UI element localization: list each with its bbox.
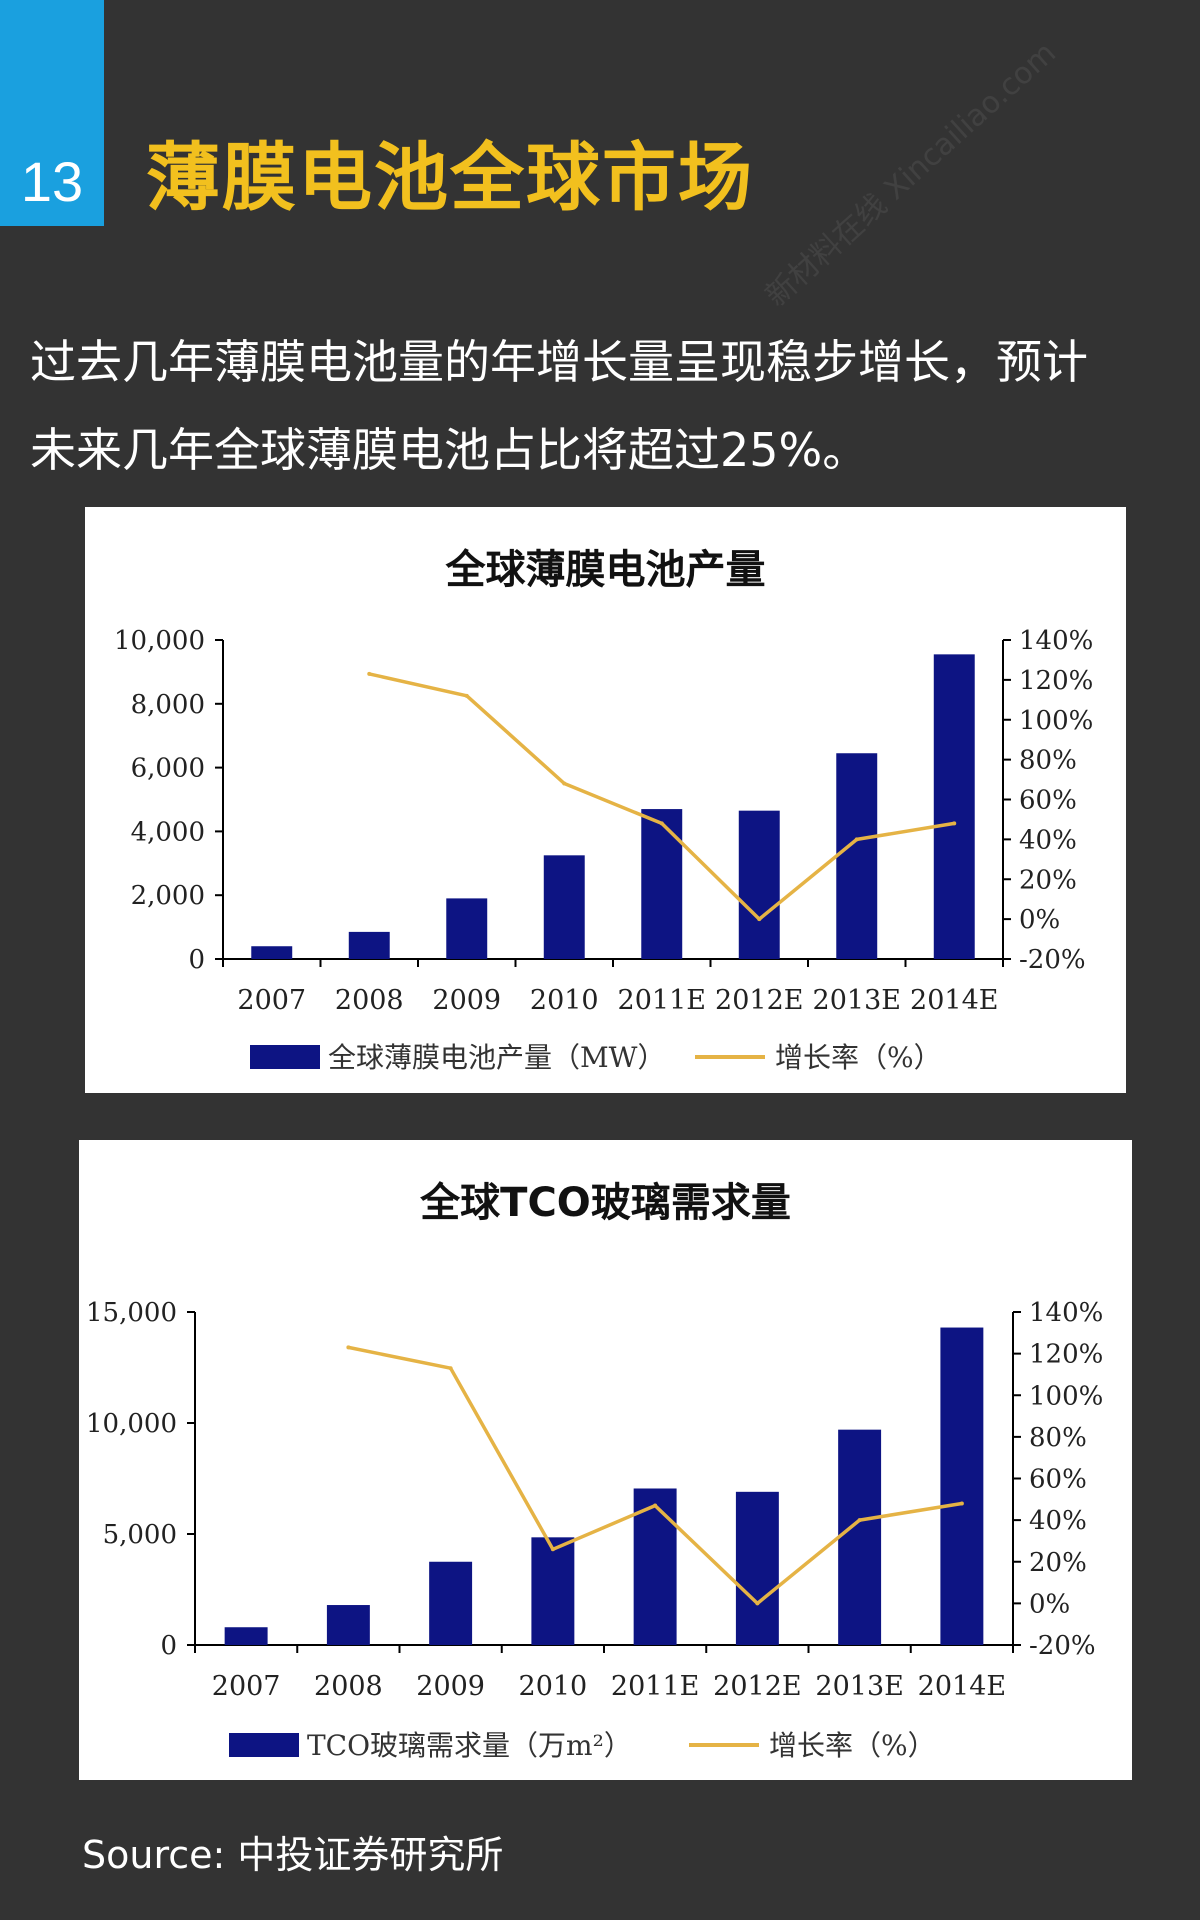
slide-number-badge: 13 [0, 0, 104, 226]
bar-2007 [251, 946, 293, 959]
right-tick-label: 40% [1019, 825, 1077, 855]
legend-line-label: 增长率（%） [769, 1729, 936, 1762]
bar-2010 [543, 855, 585, 959]
bar-2014E [940, 1327, 984, 1645]
x-tick-label: 2010 [530, 985, 599, 1016]
right-tick-label: 60% [1019, 786, 1077, 816]
watermark-en: Xincailiao.com [877, 35, 1063, 208]
bar-2008 [348, 931, 390, 959]
intro-line-1: 过去几年薄膜电池量的年增长量呈现稳步增长，预计 [30, 335, 1088, 389]
left-tick-label: 8,000 [131, 690, 205, 720]
legend-bar-label: TCO玻璃需求量（万m²） [307, 1729, 632, 1762]
bar-2013E [838, 1429, 882, 1645]
right-tick-label: 140% [1029, 1298, 1103, 1328]
growth-point-2011E [659, 821, 664, 826]
left-tick-label: 5,000 [103, 1520, 177, 1550]
chart-title: 全球TCO玻璃需求量 [420, 1180, 791, 1226]
chart-panel-thin-film-output: 全球薄膜电池产量 0 2,000 4,000 6,000 8,000 10,000 -20%… [85, 507, 1126, 1093]
right-tick-label: 20% [1019, 865, 1077, 895]
right-tick-label: 40% [1029, 1506, 1087, 1536]
right-tick-label: 120% [1029, 1340, 1103, 1370]
right-tick-label: 80% [1029, 1423, 1087, 1453]
bar-2011E [633, 1488, 677, 1645]
right-tick-label: 140% [1019, 626, 1093, 656]
right-tick-label: 20% [1029, 1548, 1087, 1578]
x-tick-label: 2007 [237, 985, 306, 1016]
x-tick-label: 2007 [212, 1671, 281, 1702]
intro-text: 过去几年薄膜电池量的年增长量呈现稳步增长，预计 未来几年全球薄膜电池占比将超过2… [30, 318, 1190, 494]
growth-point-2014E [959, 1501, 964, 1506]
left-tick-label: 10,000 [86, 1409, 177, 1439]
growth-point-2009 [464, 693, 469, 698]
right-tick-label: 0% [1019, 905, 1060, 935]
legend-line-label: 增长率（%） [775, 1041, 942, 1074]
page-title: 薄膜电池全球市场 [146, 135, 754, 221]
watermark-cn: 新材料在线 [759, 187, 894, 314]
bar-2014E [933, 654, 975, 959]
legend-bar-swatch [229, 1733, 299, 1757]
left-tick-label: 0 [160, 1631, 177, 1661]
growth-point-2012E [757, 917, 762, 922]
right-tick-label: 80% [1019, 746, 1077, 776]
bar-2011E [641, 809, 683, 959]
right-tick-label: 100% [1019, 706, 1093, 736]
source-value: 中投证券研究所 [237, 1833, 504, 1877]
growth-point-2008 [346, 1345, 351, 1350]
right-tick-label: 60% [1029, 1465, 1087, 1495]
growth-point-2012E [755, 1601, 760, 1606]
intro-line-2: 未来几年全球薄膜电池占比将超过25%。 [30, 423, 869, 477]
source-label: Source: [82, 1833, 226, 1877]
chart-panel-tco-glass-demand: 全球TCO玻璃需求量 0 5,000 10,000 15,000 -20% 0% 20% 40… [79, 1140, 1132, 1780]
source-note: Source: 中投证券研究所 [82, 1824, 503, 1879]
growth-point-2010 [550, 1547, 555, 1552]
bar-2012E [735, 1491, 779, 1645]
legend-bar-swatch [250, 1045, 320, 1069]
growth-point-2013E [854, 837, 859, 842]
left-tick-label: 2,000 [131, 881, 205, 911]
legend-bar-label: 全球薄膜电池产量（MW） [328, 1041, 665, 1074]
bar-2012E [738, 810, 780, 959]
growth-point-2008 [367, 671, 372, 676]
bar-2009 [429, 1561, 473, 1645]
chart-svg-tco-glass-demand: 0 5,000 10,000 15,000 -20% 0% 20% 40% 60% 80% 100%… [86, 1298, 1103, 1762]
x-tick-label: 2012E [713, 1671, 801, 1702]
growth-point-2013E [857, 1518, 862, 1523]
watermark: 新材料在线 Xincailiao.com [754, 29, 1064, 314]
x-tick-label: 2013E [813, 985, 901, 1016]
bar-2007 [224, 1627, 268, 1645]
bar-2013E [836, 753, 878, 959]
bar-2010 [531, 1537, 575, 1645]
growth-point-2011E [653, 1503, 658, 1508]
left-tick-label: 0 [188, 945, 205, 975]
chart-title: 全球薄膜电池产量 [445, 547, 766, 593]
x-tick-label: 2008 [335, 985, 404, 1016]
slide-number: 13 [20, 150, 84, 213]
left-tick-label: 10,000 [114, 626, 205, 656]
x-tick-label: 2014E [910, 985, 998, 1016]
growth-point-2014E [952, 821, 957, 826]
bar-2009 [446, 898, 488, 959]
left-tick-label: 6,000 [131, 754, 205, 784]
x-tick-label: 2009 [432, 985, 501, 1016]
right-tick-label: 0% [1029, 1589, 1070, 1619]
bar-2008 [326, 1605, 370, 1645]
left-tick-label: 15,000 [86, 1298, 177, 1328]
chart-svg-thin-film-output: 0 2,000 4,000 6,000 8,000 10,000 -20% 0% 20% 40% 6… [114, 626, 1093, 1074]
x-tick-label: 2013E [815, 1671, 903, 1702]
x-tick-label: 2008 [314, 1671, 383, 1702]
right-tick-label: -20% [1019, 945, 1086, 975]
right-tick-label: 100% [1029, 1381, 1103, 1411]
left-tick-label: 4,000 [131, 817, 205, 847]
growth-point-2009 [448, 1366, 453, 1371]
x-tick-label: 2010 [519, 1671, 588, 1702]
right-tick-label: -20% [1029, 1631, 1096, 1661]
x-tick-label: 2011E [618, 985, 706, 1016]
x-tick-label: 2011E [611, 1671, 699, 1702]
x-tick-label: 2009 [416, 1671, 485, 1702]
growth-point-2010 [562, 781, 567, 786]
x-tick-label: 2014E [918, 1671, 1006, 1702]
right-tick-label: 120% [1019, 666, 1093, 696]
x-tick-label: 2012E [715, 985, 803, 1016]
